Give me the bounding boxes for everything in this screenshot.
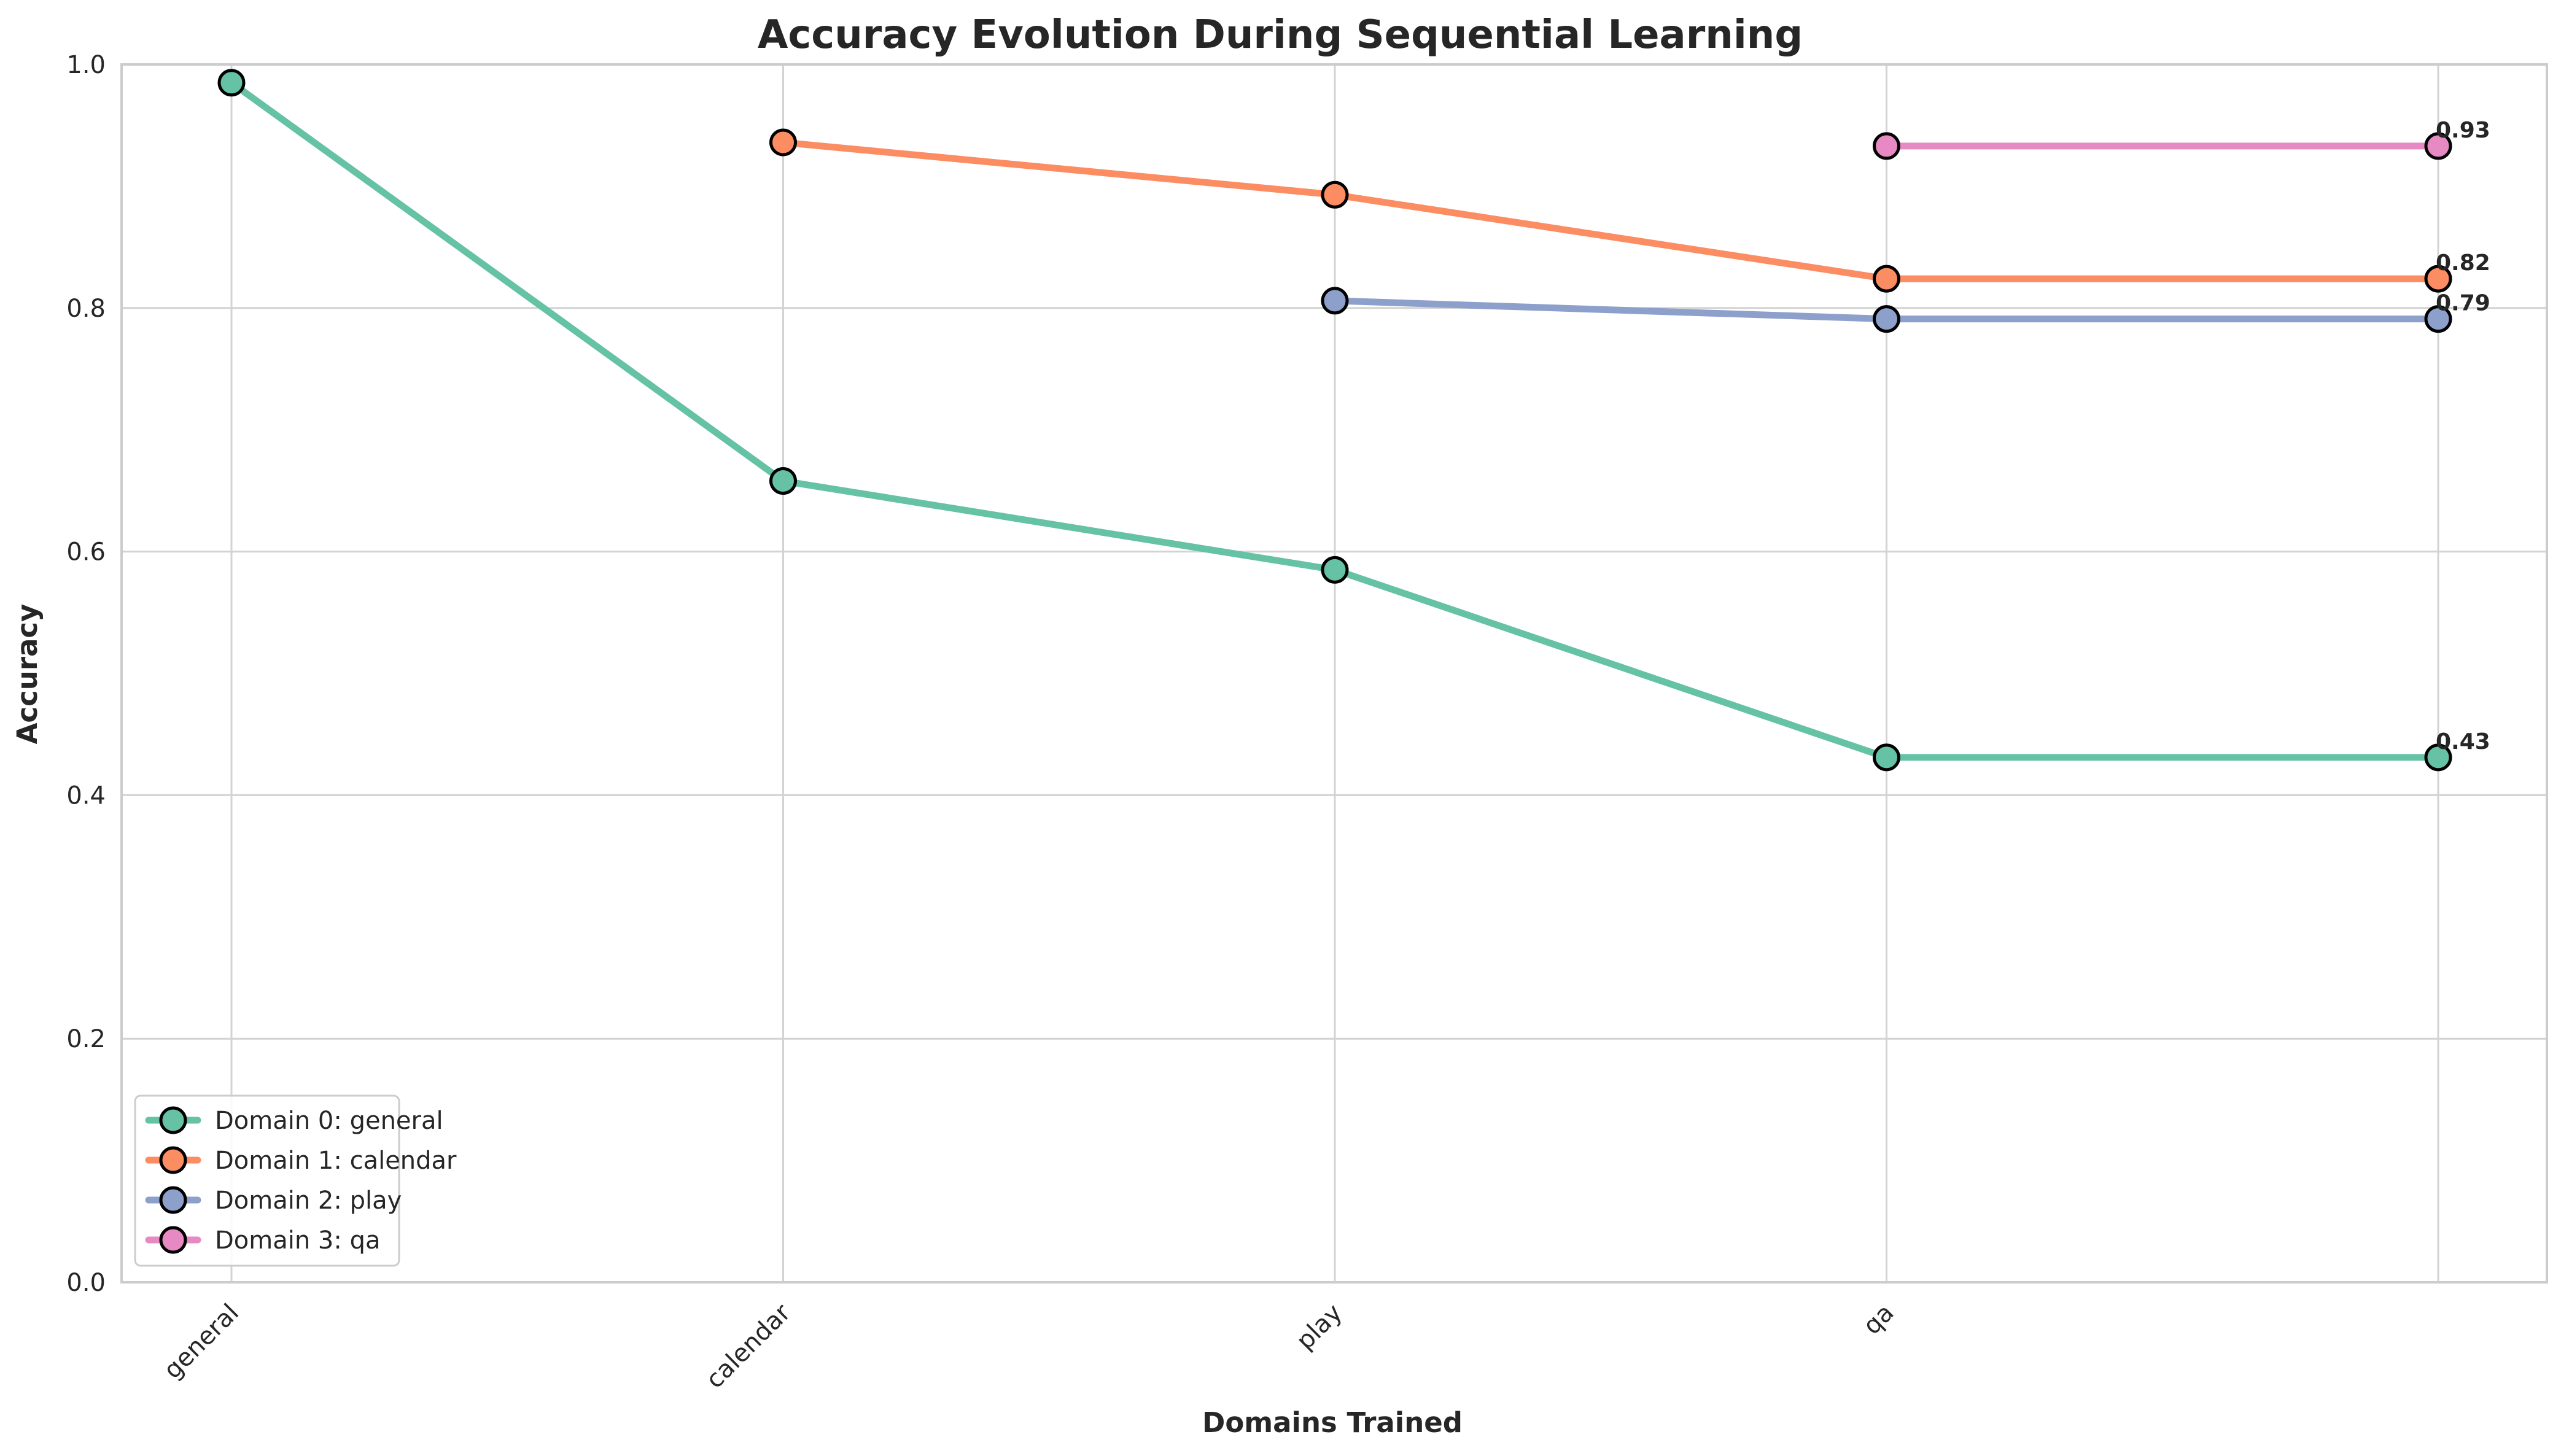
data-point xyxy=(1873,265,1900,293)
x-axis-label: Domains Trained xyxy=(1202,1406,1463,1439)
plot-frame xyxy=(120,63,2548,1284)
data-point xyxy=(1321,287,1349,315)
x-tick-label: general xyxy=(158,1299,244,1385)
legend-marker xyxy=(159,1186,187,1214)
data-point xyxy=(1873,132,1900,160)
legend-marker xyxy=(159,1226,187,1254)
y-axis-label: Accuracy xyxy=(11,604,44,745)
data-point xyxy=(1321,180,1349,209)
legend-marker xyxy=(159,1106,187,1134)
end-value-label: 0.93 xyxy=(2436,118,2490,143)
data-point xyxy=(2424,305,2452,333)
legend-entry: Domain 3: qa xyxy=(215,1226,380,1255)
y-tick-label: 0.0 xyxy=(66,1269,106,1297)
x-tick-label: qa xyxy=(1858,1299,1900,1341)
data-point xyxy=(2424,132,2452,160)
data-point xyxy=(769,128,797,157)
legend-entry: Domain 2: play xyxy=(215,1187,402,1215)
end-value-label: 0.82 xyxy=(2436,250,2490,276)
y-tick-label: 1.0 xyxy=(66,51,106,79)
legend-marker xyxy=(159,1146,187,1174)
data-point xyxy=(1873,743,1900,772)
plot-border xyxy=(120,63,2548,1284)
chart-title: Accuracy Evolution During Sequential Lea… xyxy=(758,12,1803,58)
x-tick-label: calendar xyxy=(701,1298,796,1394)
y-tick-label: 0.2 xyxy=(66,1025,106,1053)
data-point xyxy=(2424,265,2452,293)
y-tick-label: 0.6 xyxy=(66,538,106,567)
x-tick-label: play xyxy=(1291,1299,1348,1355)
data-point xyxy=(769,467,797,495)
legend-entry: Domain 1: calendar xyxy=(215,1147,457,1175)
end-value-label: 0.79 xyxy=(2436,291,2490,316)
data-point xyxy=(1873,305,1900,333)
data-point xyxy=(217,69,246,97)
data-point xyxy=(1321,556,1349,584)
y-tick-labels: 0.0 0.2 0.4 0.6 0.8 1.0 xyxy=(66,51,106,1297)
legend: Domain 0: general Domain 1: calendar Domai… xyxy=(134,1094,457,1267)
series-lines xyxy=(217,69,2452,772)
x-tick-labels: general calendar play qa xyxy=(158,1298,1900,1394)
y-tick-label: 0.8 xyxy=(66,295,106,323)
series-line-1 xyxy=(780,139,2442,282)
end-value-labels: 0.43 0.82 0.79 0.93 xyxy=(2436,118,2490,754)
end-value-label: 0.43 xyxy=(2436,729,2490,754)
grid-lines xyxy=(122,63,2547,1284)
legend-box xyxy=(134,1094,400,1267)
legend-entry: Domain 0: general xyxy=(215,1107,443,1135)
y-tick-label: 0.4 xyxy=(66,781,106,810)
data-point xyxy=(2424,743,2452,772)
